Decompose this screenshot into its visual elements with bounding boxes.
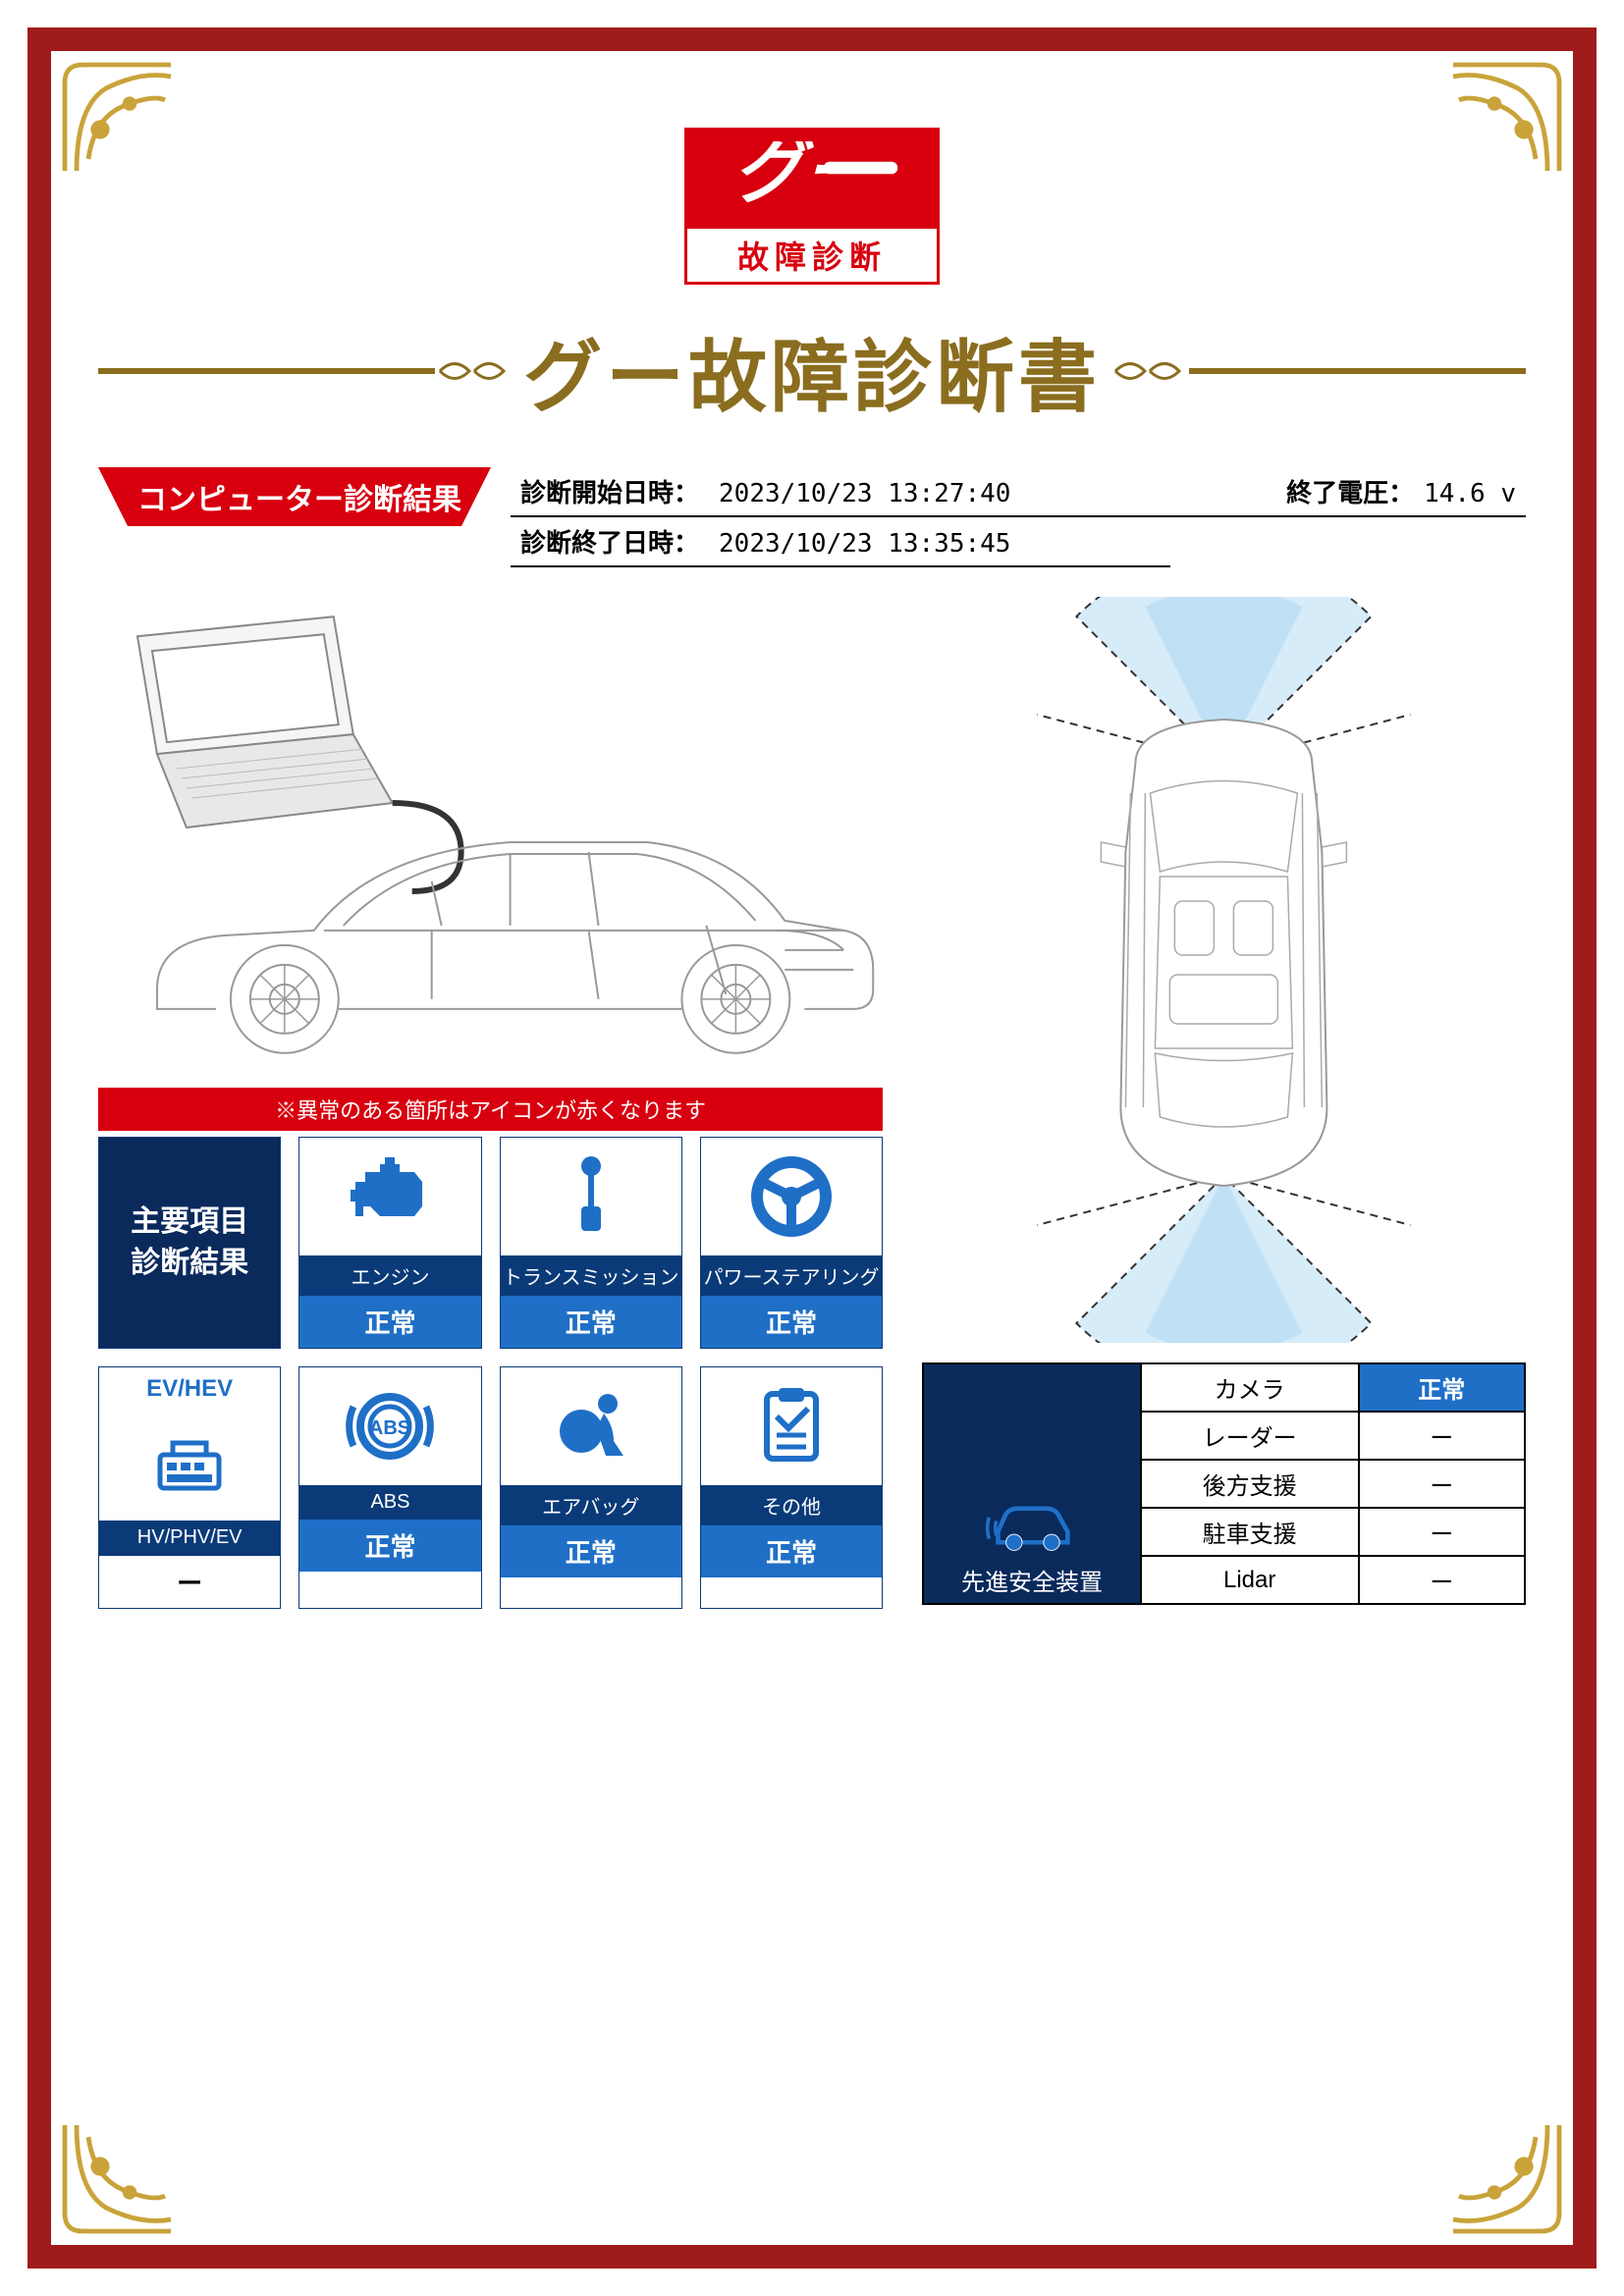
safety-item-status: 正常 bbox=[1359, 1363, 1526, 1412]
safety-item-status: ー bbox=[1359, 1412, 1526, 1460]
safety-item-name: レーダー bbox=[1141, 1412, 1359, 1460]
tile-status: 正常 bbox=[701, 1296, 882, 1348]
start-time-label: 診断開始日時： bbox=[520, 473, 699, 509]
result-tile: エンジン 正常 bbox=[298, 1137, 481, 1349]
engine-icon bbox=[299, 1138, 480, 1255]
safety-item-status: ー bbox=[1359, 1508, 1526, 1556]
result-tile: パワーステアリング 正常 bbox=[700, 1137, 883, 1349]
result-tile: エアバッグ 正常 bbox=[500, 1366, 682, 1609]
safety-row: 先進安全装置カメラ正常 bbox=[923, 1363, 1525, 1412]
logo-sublabel: 故障診断 bbox=[684, 226, 940, 285]
safety-item-status: ー bbox=[1359, 1556, 1526, 1604]
tile-label: エンジン bbox=[299, 1255, 480, 1296]
safety-item-status: ー bbox=[1359, 1460, 1526, 1508]
svg-text:グー: グー bbox=[732, 141, 876, 212]
safety-item-name: 後方支援 bbox=[1141, 1460, 1359, 1508]
safety-item-name: 駐車支援 bbox=[1141, 1508, 1359, 1556]
abs-icon bbox=[299, 1367, 480, 1485]
tile-status: 正常 bbox=[299, 1296, 480, 1348]
tile-status: 正常 bbox=[299, 1520, 480, 1572]
ornament-left-icon bbox=[435, 347, 514, 396]
section-heading: コンピューター診断結果 bbox=[98, 467, 491, 526]
transmission-icon bbox=[501, 1138, 681, 1255]
voltage-label: 終了電圧： bbox=[1286, 473, 1414, 509]
voltage-value: 14.6 v bbox=[1424, 479, 1516, 508]
result-tile: その他 正常 bbox=[700, 1366, 883, 1609]
tile-status: ー bbox=[99, 1555, 280, 1608]
tile-label: エアバッグ bbox=[501, 1485, 681, 1525]
title-row: グー故障診断書 bbox=[98, 314, 1526, 428]
tile-label: その他 bbox=[701, 1485, 882, 1525]
car-side-diagram bbox=[98, 597, 883, 1068]
result-tile: トランスミッション 正常 bbox=[500, 1137, 682, 1349]
safety-item-name: Lidar bbox=[1141, 1556, 1359, 1604]
logo-mark: グー bbox=[684, 128, 940, 226]
end-time-value: 2023/10/23 13:35:45 bbox=[719, 529, 1010, 559]
tile-status: 正常 bbox=[501, 1525, 681, 1577]
result-tile: ABS 正常 bbox=[298, 1366, 481, 1609]
evhev-icon bbox=[99, 1403, 280, 1521]
tile-label: トランスミッション bbox=[501, 1255, 681, 1296]
clipboard-icon bbox=[701, 1367, 882, 1485]
safety-heading-cell: 先進安全装置 bbox=[923, 1363, 1141, 1604]
safety-heading: 先進安全装置 bbox=[938, 1563, 1126, 1597]
safety-table: 先進安全装置カメラ正常レーダーー後方支援ー駐車支援ーLidarー bbox=[922, 1362, 1526, 1605]
tile-label: HV/PHV/EV bbox=[99, 1521, 280, 1555]
result-tile: EV/HEV HV/PHV/EV ー bbox=[98, 1366, 281, 1609]
car-icon bbox=[983, 1496, 1081, 1555]
results-note: ※異常のある箇所はアイコンが赤くなります bbox=[98, 1088, 883, 1131]
results-main-label: 主要項目診断結果 bbox=[98, 1137, 281, 1349]
safety-item-name: カメラ bbox=[1141, 1363, 1359, 1412]
tile-label: ABS bbox=[299, 1485, 480, 1520]
tile-status: 正常 bbox=[501, 1296, 681, 1348]
tile-label: パワーステアリング bbox=[701, 1255, 882, 1296]
logo: グー 故障診断 bbox=[684, 128, 940, 285]
airbag-icon bbox=[501, 1367, 681, 1485]
page-title: グー故障診断書 bbox=[514, 314, 1110, 428]
end-time-label: 診断終了日時： bbox=[520, 523, 699, 560]
start-time-value: 2023/10/23 13:27:40 bbox=[719, 479, 1010, 508]
tile-status: 正常 bbox=[701, 1525, 882, 1577]
steering-icon bbox=[701, 1138, 882, 1255]
tile-top-text: EV/HEV bbox=[99, 1367, 280, 1403]
ornament-right-icon bbox=[1110, 347, 1189, 396]
car-top-diagram bbox=[922, 597, 1526, 1343]
